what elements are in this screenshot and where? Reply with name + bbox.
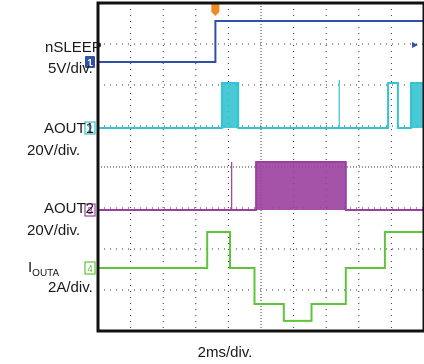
ch1-trace (98, 20, 424, 63)
ch1-scale: 5V/div. (48, 60, 93, 77)
trigger-position-icon (211, 2, 220, 16)
ch3-name: AOUT2 (44, 200, 94, 217)
ch3-pwm-burst (256, 162, 346, 210)
ch2-name: AOUT1 (44, 120, 94, 137)
svg-text:4: 4 (87, 264, 93, 275)
svg-text:1: 1 (87, 58, 93, 69)
trigger-level-icon (412, 42, 418, 48)
ch3-ground-marker: 3 (84, 203, 96, 217)
ch4-name-main: I (28, 259, 32, 276)
svg-text:2: 2 (87, 124, 93, 135)
ch3-scale: 20V/div. (27, 222, 80, 239)
traces (98, 20, 424, 322)
ch2-ground-marker: 2 (84, 121, 96, 135)
ch3-trace (98, 161, 424, 211)
x-axis-label: 2ms/div. (198, 344, 253, 361)
channel-markers: 1 2 3 4 (84, 2, 418, 275)
ch4-name-sub: OUTA (32, 268, 59, 279)
ch4-scale: 2A/div. (48, 279, 93, 296)
ch4-ground-marker: 4 (84, 261, 96, 275)
ch2-pwm-burst (410, 83, 424, 128)
ch1-ground-marker: 1 (85, 56, 95, 69)
svg-text:3: 3 (87, 206, 93, 217)
ch1-name: nSLEEP (45, 39, 102, 56)
ch4-trace (98, 231, 424, 322)
plot-frame (96, 1, 424, 333)
ch4-name: IOUTA (28, 259, 60, 279)
ch2-scale: 20V/div. (27, 142, 80, 159)
ch2-trace (98, 82, 424, 129)
ch2-pwm-burst (221, 83, 239, 128)
